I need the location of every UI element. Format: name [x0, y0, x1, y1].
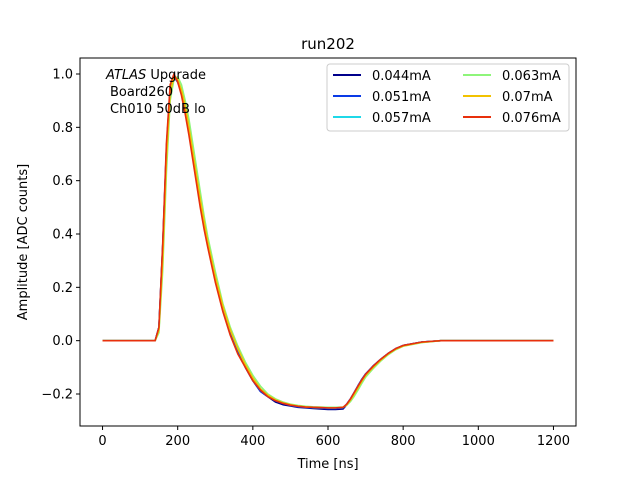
series-line-6 — [102, 73, 554, 409]
y-tick-label: −0.2 — [41, 388, 73, 403]
legend-label: 0.07mA — [502, 90, 553, 105]
y-axis: −0.2 0.0 0.2 0.4 0.6 0.8 1.0 — [41, 68, 80, 403]
x-tick-label: 200 — [165, 434, 190, 449]
x-tick-label: 800 — [391, 434, 416, 449]
x-tick-label: 1000 — [462, 434, 495, 449]
annotation-line-2: Board260 — [110, 85, 173, 100]
x-axis: 0 200 400 600 800 1000 1200 — [98, 426, 570, 449]
legend-label: 0.044mA — [372, 69, 431, 84]
x-tick-label: 0 — [98, 434, 106, 449]
x-tick-label: 1200 — [537, 434, 570, 449]
y-tick-label: 0.4 — [52, 228, 73, 243]
annotation-line-1: ATLAS Upgrade — [105, 68, 206, 83]
x-tick-label: 600 — [316, 434, 341, 449]
y-tick-label: 0.8 — [52, 121, 73, 136]
annotation-atlas: ATLAS — [105, 68, 146, 83]
annotation: ATLAS Upgrade Board260 Ch010 50dB lo — [105, 68, 206, 117]
x-axis-label: Time [ns] — [296, 457, 358, 472]
y-axis-label: Amplitude [ADC counts] — [16, 164, 31, 320]
y-tick-label: 0.6 — [52, 174, 73, 189]
series-layer — [102, 73, 554, 411]
series-line-4 — [102, 75, 554, 409]
chart-title: run202 — [301, 35, 355, 53]
y-tick-label: 0.2 — [52, 281, 73, 296]
legend: 0.044mA 0.051mA 0.057mA 0.063mA 0.07mA 0.076m… — [326, 63, 570, 132]
annotation-upgrade: Upgrade — [146, 68, 206, 83]
legend-label: 0.063mA — [502, 69, 561, 84]
legend-label: 0.051mA — [372, 90, 431, 105]
legend-label: 0.076mA — [502, 111, 561, 126]
y-tick-label: 0.0 — [52, 334, 73, 349]
legend-box — [326, 63, 570, 132]
y-tick-label: 1.0 — [52, 68, 73, 83]
legend-label: 0.057mA — [372, 111, 431, 126]
x-tick-label: 400 — [240, 434, 265, 449]
annotation-line-3: Ch010 50dB lo — [110, 102, 206, 117]
